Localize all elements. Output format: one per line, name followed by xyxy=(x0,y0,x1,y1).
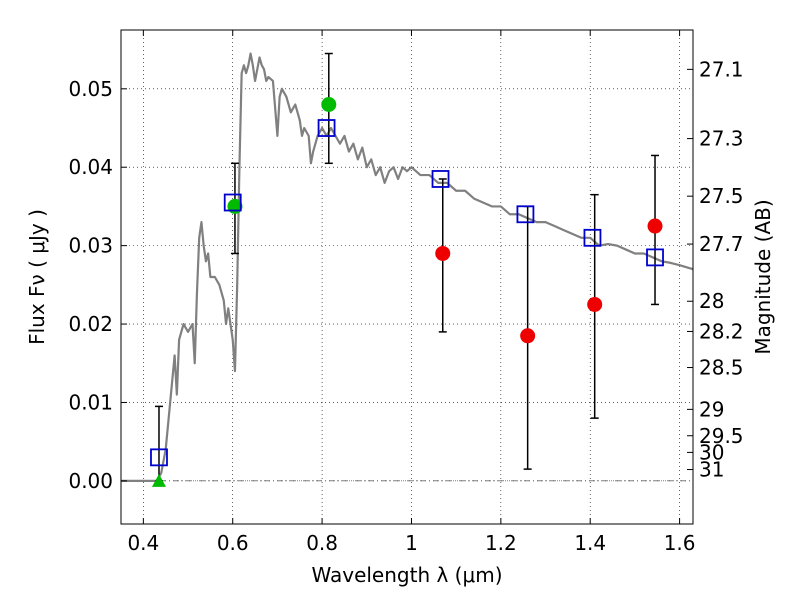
model-photometry-square xyxy=(646,248,664,267)
right-tick-label: 28.5 xyxy=(699,356,744,380)
model-photometry-square xyxy=(516,205,535,224)
right-tick-label: 31 xyxy=(699,458,724,482)
axes-frame xyxy=(120,29,694,525)
right-tick-label: 30 xyxy=(699,440,724,464)
right-tick-label: 27.3 xyxy=(699,127,744,151)
y-tick-label: 0.03 xyxy=(68,234,113,258)
y-tick-label: 0.04 xyxy=(68,155,113,179)
detection-point xyxy=(321,96,337,112)
y-tick-label: 0.05 xyxy=(68,77,113,101)
axis-ticks: 0.4 0.6 0.8 1 1.2 1.4 1.6 0.00 0.01 0.02 0.03 0.04 0… xyxy=(68,30,744,555)
right-tick-label: 27.5 xyxy=(699,184,744,208)
right-tick-label: 27.1 xyxy=(699,57,744,81)
red-point xyxy=(520,328,536,344)
model-photometry-square xyxy=(150,448,168,467)
right-tick-label: 27.7 xyxy=(699,232,744,256)
y-tick-label: 0.00 xyxy=(68,469,113,493)
x-tick-label: 0.6 xyxy=(217,531,249,555)
right-tick-label: 29.5 xyxy=(699,424,744,448)
y-tick-label: 0.01 xyxy=(68,390,113,414)
right-tick-label: 28 xyxy=(699,289,724,313)
plot-area xyxy=(121,52,694,487)
y-axis-label: Flux Fν ( μJy ) xyxy=(25,209,49,345)
right-tick-label: 29 xyxy=(699,397,724,421)
model-photometry-square xyxy=(223,193,242,212)
red-point xyxy=(435,245,451,261)
x-tick-label: 1 xyxy=(405,531,418,555)
x-axis-label: Wavelength λ (μm) xyxy=(311,563,502,587)
upper-limit-triangle xyxy=(151,473,166,487)
x-tick-label: 1.6 xyxy=(664,531,696,555)
x-tick-label: 0.8 xyxy=(306,531,338,555)
model-photometry-square xyxy=(317,119,336,137)
red-point xyxy=(647,218,663,234)
y-tick-label: 0.02 xyxy=(68,312,113,336)
x-tick-label: 1.4 xyxy=(574,531,606,555)
red-point xyxy=(587,296,603,312)
model-photometry-square xyxy=(583,228,602,247)
model-spectrum-line xyxy=(121,52,694,482)
model-photometry-square xyxy=(431,170,450,188)
y-axis-right-label: Magnitude (AB) xyxy=(751,199,775,354)
x-tick-label: 1.2 xyxy=(485,531,517,555)
x-tick-label: 0.4 xyxy=(127,531,159,555)
right-tick-label: 28.2 xyxy=(699,319,744,343)
grid-lines xyxy=(121,30,693,524)
